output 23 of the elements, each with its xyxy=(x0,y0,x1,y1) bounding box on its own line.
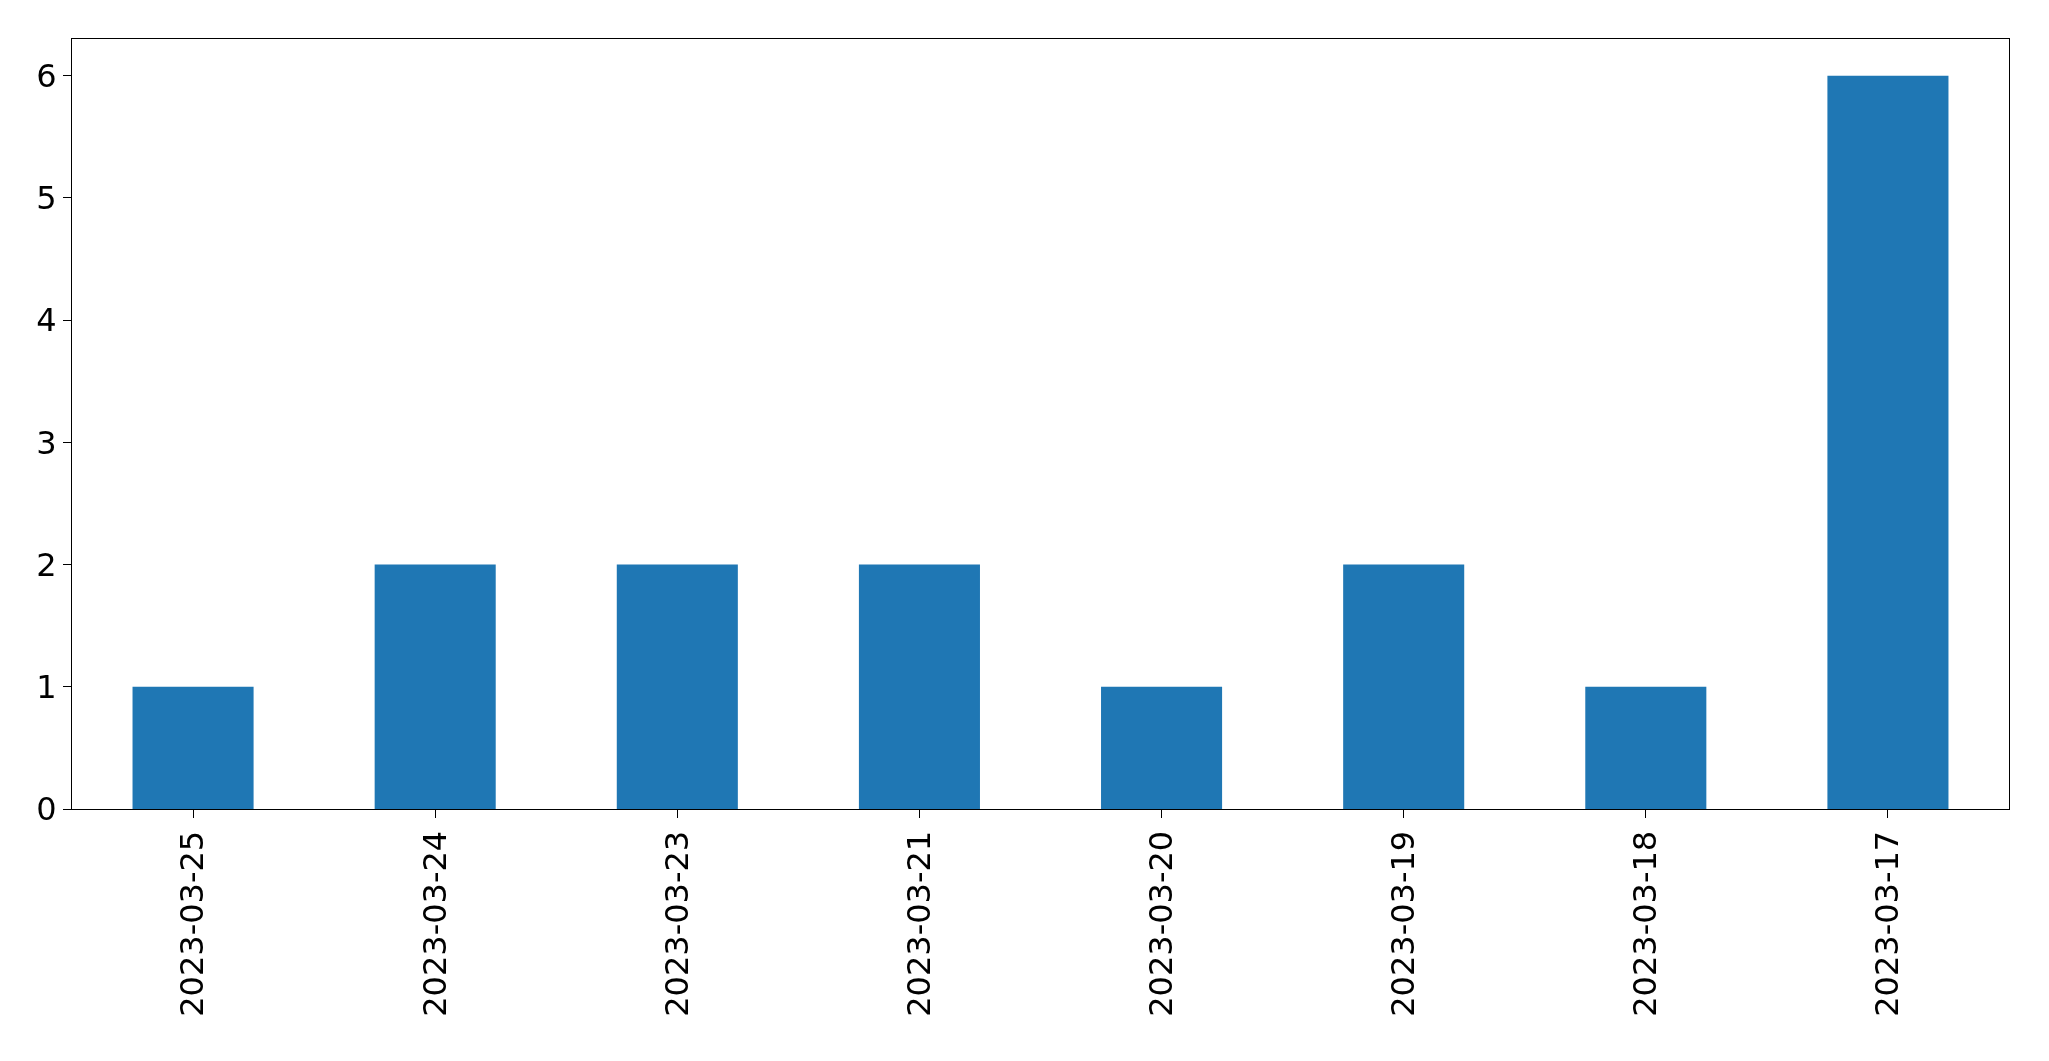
bar xyxy=(1585,686,1707,809)
bar xyxy=(1343,564,1465,809)
x-tick-label: 2023-03-23 xyxy=(657,830,696,1017)
y-tick-label: 2 xyxy=(36,545,57,584)
bar xyxy=(1101,686,1223,809)
x-tick-label: 2023-03-18 xyxy=(1626,830,1665,1017)
y-tick-label: 3 xyxy=(36,423,57,462)
x-tick-label: 2023-03-20 xyxy=(1141,830,1180,1017)
x-tick-label: 2023-03-21 xyxy=(899,830,938,1017)
y-tick-label: 4 xyxy=(36,301,57,340)
bar xyxy=(616,564,738,809)
y-tick-label: 5 xyxy=(36,179,57,218)
bar xyxy=(374,564,496,809)
x-tick-label: 2023-03-17 xyxy=(1868,830,1907,1017)
x-tick-label: 2023-03-25 xyxy=(173,830,212,1017)
bar xyxy=(1827,75,1949,809)
y-tick-label: 6 xyxy=(36,56,57,95)
y-tick-label: 0 xyxy=(36,790,57,829)
y-tick-label: 1 xyxy=(36,667,57,706)
bar xyxy=(858,564,980,809)
x-tick-label: 2023-03-24 xyxy=(415,830,454,1017)
bar xyxy=(132,686,254,809)
x-tick-label: 2023-03-19 xyxy=(1384,830,1423,1017)
